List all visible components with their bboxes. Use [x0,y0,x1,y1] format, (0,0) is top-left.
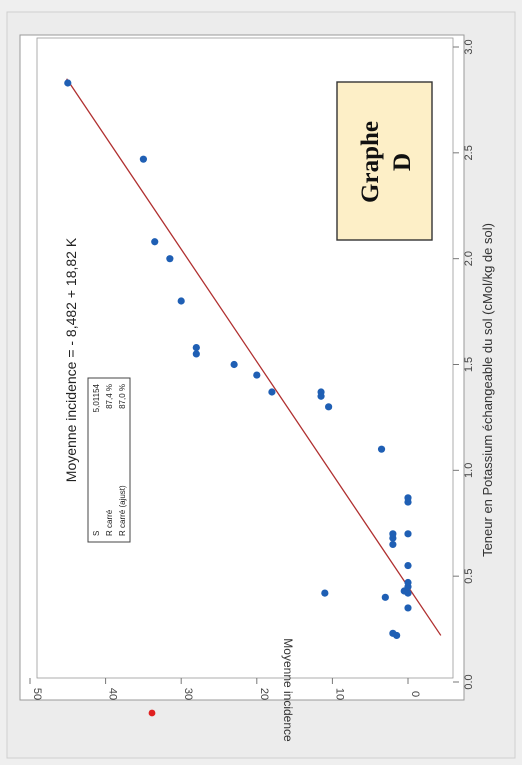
x-tick-label: 1.0 [463,463,475,478]
x-tick-label: 1.5 [463,357,475,372]
points-layer [64,79,412,640]
y-tick-label: 50 [31,688,43,700]
stats-box-frame [87,377,131,543]
stats-label-r2: R carré [105,509,114,536]
data-point [151,238,159,246]
stats-box: S 5,01154 R carré 87,4 % R carré (ajust)… [87,377,131,543]
x-tick-label: 0.5 [463,569,475,584]
x-axis: 0.0 0.5 1.0 1.5 2.0 2.5 3.0 [453,39,475,690]
stats-value-r2: 87,4 % [105,384,114,409]
data-point [268,388,276,396]
y-tick-label: 30 [182,688,194,700]
graph-label-line1: Graphe [357,121,384,203]
stats-value-r2adj: 87,0 % [118,384,127,409]
stats-value-s: 5,01154 [92,383,101,412]
data-point [177,297,185,305]
data-point [253,371,261,379]
x-tick-label: 0.0 [463,674,475,689]
y-tick-label: 40 [107,688,119,700]
data-point [404,561,412,570]
y-tick-label: 20 [258,688,270,700]
fit-layer [66,78,442,636]
y-tick-label: 10 [333,688,345,700]
graph-label-line2: D [389,153,416,171]
data-point [404,530,412,538]
stats-label-s: S [92,531,101,536]
data-point [139,155,147,163]
x-tick-label: 2.5 [463,145,475,160]
data-point [64,79,72,87]
regression-line [66,78,442,636]
data-point [317,388,325,396]
data-point [404,578,412,587]
data-point [192,350,200,358]
chart-title: Moyenne incidence = - 8,482 + 18,82 K [63,237,79,482]
data-point [389,540,397,549]
y-axis-label: Moyenne incidence [281,638,295,742]
stats-label-r2adj: R carré (ajust) [118,485,127,536]
graph-label-box: Graphe D [336,81,433,241]
data-point [166,255,174,263]
data-point [389,629,397,637]
data-point [389,530,397,538]
data-point [325,403,333,411]
data-point [192,343,200,352]
data-point [404,604,412,612]
y-axis: 0 10 20 30 40 50 [29,678,421,700]
data-point [230,360,238,369]
data-point [321,589,329,597]
data-point [377,445,386,453]
data-point [404,494,412,502]
y-tick-label: 0 [409,691,421,697]
data-point [381,593,389,601]
graph-label-box-frame [336,81,433,241]
red-marker [148,709,156,717]
x-axis-label: Teneur en Potassium échangeable du sol (… [480,223,495,557]
x-tick-label: 2.0 [463,251,475,266]
data-region-frame [36,37,454,679]
x-tick-label: 3.0 [463,39,475,54]
